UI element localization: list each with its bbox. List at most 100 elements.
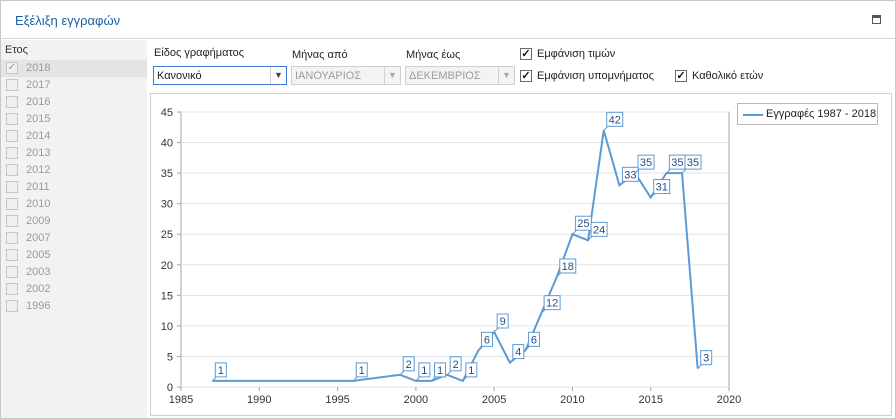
data-label-connector — [619, 180, 624, 186]
data-label-box — [418, 362, 431, 378]
data-label-box — [606, 111, 624, 127]
x-tick-label: 1995 — [325, 394, 349, 406]
data-label-connector — [211, 376, 217, 382]
checkbox[interactable] — [6, 232, 18, 244]
checkbox[interactable] — [6, 113, 18, 125]
checkbox[interactable] — [6, 181, 18, 193]
chevron-down-icon[interactable]: ▼ — [498, 67, 514, 84]
year-item[interactable]: 2014 — [1, 128, 147, 145]
plot-area — [180, 111, 730, 388]
year-label: 2003 — [26, 266, 51, 278]
x-tick-label: 2010 — [560, 394, 584, 406]
chevron-down-icon[interactable]: ▼ — [270, 67, 286, 84]
y-tick-label: 30 — [161, 199, 173, 211]
year-item[interactable]: 1996 — [1, 298, 147, 315]
y-tick-label: 0 — [167, 382, 173, 394]
year-item[interactable]: 2003 — [1, 264, 147, 281]
year-item[interactable]: 2009 — [1, 213, 147, 230]
data-label-connector — [399, 370, 405, 376]
data-label-box — [465, 362, 478, 378]
data-label-connector — [415, 376, 421, 382]
checkmark-icon[interactable]: ✓ — [520, 70, 532, 82]
checkbox[interactable] — [6, 283, 18, 295]
year-label: 1996 — [26, 300, 51, 312]
checkbox[interactable] — [6, 300, 18, 312]
data-label-connector — [681, 168, 687, 174]
data-label: 12 — [546, 298, 558, 310]
data-label: 2 — [406, 359, 412, 371]
data-label: 1 — [218, 365, 224, 377]
legend-label: Εγγραφές 1987 - 2018 — [766, 108, 877, 120]
checkbox[interactable] — [6, 164, 18, 176]
year-label: 2011 — [26, 181, 50, 193]
y-tick-label: 15 — [161, 290, 173, 302]
year-item[interactable]: 2013 — [1, 145, 147, 162]
data-label-connector — [634, 168, 640, 174]
checkmark-icon[interactable]: ✓ — [6, 62, 18, 74]
y-tick-label: 40 — [161, 138, 173, 150]
checkbox[interactable] — [6, 215, 18, 227]
data-label-box — [480, 331, 493, 347]
data-label-connector — [525, 345, 530, 351]
data-label-connector — [697, 364, 703, 370]
year-item[interactable]: 2012 — [1, 162, 147, 179]
checkbox[interactable] — [6, 147, 18, 159]
month-to-value: ΔΕΚΕΜΒΡΙΟΣ — [409, 70, 481, 82]
data-label: 31 — [656, 182, 668, 194]
year-item[interactable]: 2005 — [1, 247, 147, 264]
year-item[interactable]: 2017 — [1, 77, 147, 94]
data-label-box — [496, 313, 509, 329]
all-years-label: Καθολικό ετών — [692, 70, 764, 82]
data-label: 42 — [609, 114, 621, 126]
data-label-connector — [462, 376, 468, 382]
year-label: 2014 — [26, 130, 51, 142]
show-legend-label: Εμφάνιση υπομνήματος — [537, 70, 654, 82]
data-label-connector — [650, 193, 656, 198]
checkbox[interactable] — [6, 79, 18, 91]
data-label: 1 — [437, 365, 443, 377]
year-label: 2017 — [26, 79, 51, 91]
data-label: 24 — [593, 224, 605, 236]
year-panel-header: Ετος — [5, 44, 28, 56]
month-to-label: Μήνας έως — [406, 49, 461, 61]
year-item[interactable]: 2016 — [1, 94, 147, 111]
year-item[interactable]: ✓ 2018 — [1, 60, 147, 77]
data-label: 9 — [500, 316, 506, 328]
data-label-box — [434, 362, 447, 378]
month-from-label: Μήνας από — [292, 49, 348, 61]
data-label: 2 — [453, 359, 459, 371]
year-item[interactable]: 2010 — [1, 196, 147, 213]
checkbox[interactable] — [6, 266, 18, 278]
year-item[interactable]: 2007 — [1, 230, 147, 247]
chevron-down-icon[interactable]: ▼ — [384, 67, 400, 84]
year-label: 2013 — [26, 147, 51, 159]
data-label-connector — [431, 376, 436, 382]
year-item[interactable]: 2011 — [1, 179, 147, 196]
year-label: 2012 — [26, 164, 51, 176]
data-label-box — [621, 166, 639, 182]
data-label: 35 — [671, 157, 683, 169]
checkbox[interactable] — [6, 130, 18, 142]
data-label-connector — [509, 358, 515, 363]
data-label-connector — [666, 168, 671, 174]
line-chart: 0 5 10 15 20 25 30 35 40 45 1985 1990 1995 2000 2005 20… — [161, 107, 741, 406]
chart-type-select[interactable]: Κανονικό ▼ — [153, 66, 287, 85]
x-tick-label: 1990 — [247, 394, 271, 406]
x-tick-label: 2020 — [717, 394, 741, 406]
minimize-icon[interactable] — [872, 15, 881, 24]
checkbox[interactable] — [6, 198, 18, 210]
checkmark-icon[interactable]: ✓ — [520, 48, 532, 60]
data-label-box — [590, 221, 608, 237]
month-from-value: ΙΑΝΟΥΑΡΙΟΣ — [295, 70, 362, 82]
month-to-select[interactable]: ΔΕΚΕΜΒΡΙΟΣ ▼ — [405, 66, 515, 85]
year-label: 2016 — [26, 96, 51, 108]
year-label: 2002 — [26, 283, 51, 295]
checkbox[interactable] — [6, 96, 18, 108]
data-label-box — [684, 154, 702, 170]
year-item[interactable]: 2015 — [1, 111, 147, 128]
checkmark-icon[interactable]: ✓ — [675, 70, 687, 82]
checkbox[interactable] — [6, 249, 18, 261]
month-from-select[interactable]: ΙΑΝΟΥΑΡΙΟΣ ▼ — [291, 66, 401, 85]
year-item[interactable]: 2002 — [1, 281, 147, 298]
year-filter-panel: Ετος ✓ 2018 2017 2016 2015 2014 2013 2012 2011 20… — [1, 40, 147, 418]
